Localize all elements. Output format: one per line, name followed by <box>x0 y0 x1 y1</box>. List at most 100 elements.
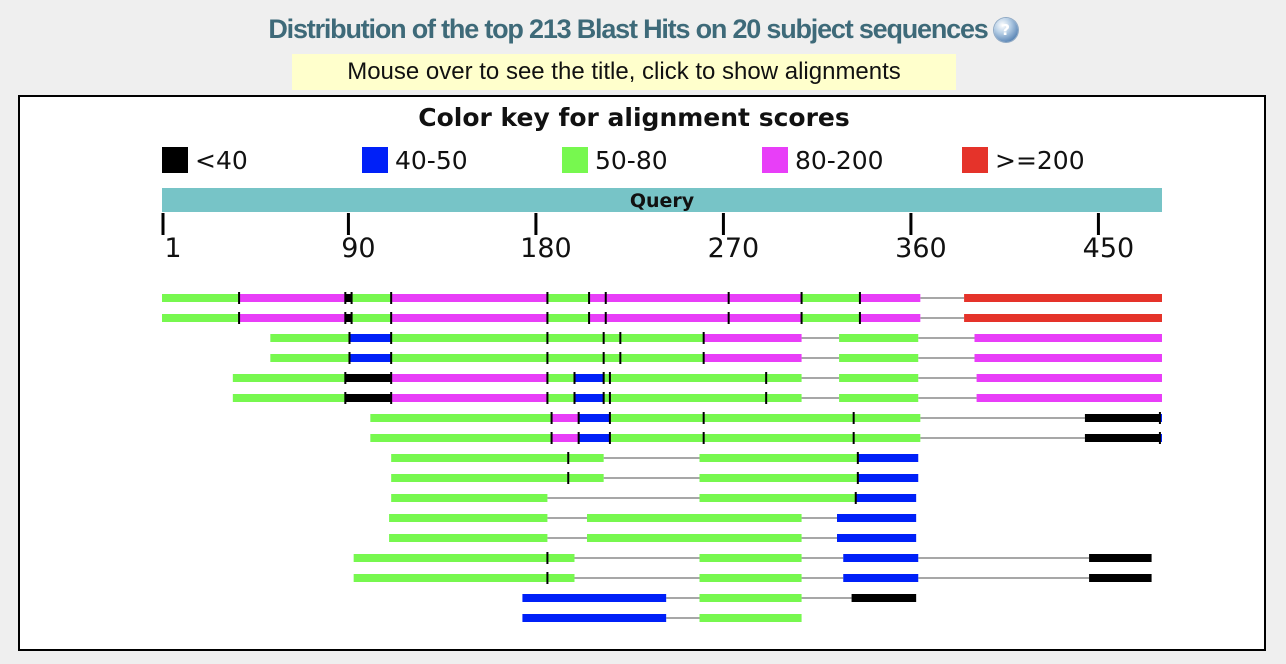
hit-segment[interactable] <box>391 394 548 402</box>
hit-segment[interactable] <box>568 454 604 462</box>
hit-segment[interactable] <box>568 474 604 482</box>
hit-segment[interactable] <box>609 414 704 422</box>
hit-segment[interactable] <box>964 294 1162 302</box>
hit-segment[interactable] <box>843 574 919 582</box>
hit-segment[interactable] <box>703 354 802 362</box>
hit-segment[interactable] <box>1159 414 1162 422</box>
hit-segment[interactable] <box>1089 554 1152 562</box>
hit-segment[interactable] <box>345 374 392 382</box>
hit-segment[interactable] <box>370 434 552 442</box>
hit-segment[interactable] <box>801 294 860 302</box>
hit-segment[interactable] <box>547 314 590 322</box>
hit-segment[interactable] <box>391 354 548 362</box>
hit-segment[interactable] <box>851 594 917 602</box>
hit-segment[interactable] <box>699 574 802 582</box>
hit-segment[interactable] <box>391 314 548 322</box>
hit-segment[interactable] <box>353 554 548 562</box>
hit-segment[interactable] <box>1084 414 1160 422</box>
hit-segment[interactable] <box>766 394 802 402</box>
hit-segment[interactable] <box>699 614 802 622</box>
hit-segment[interactable] <box>699 594 802 602</box>
hit-segment[interactable] <box>1084 434 1160 442</box>
hit-segment[interactable] <box>345 394 392 402</box>
hit-segment[interactable] <box>391 454 569 462</box>
hit-segment[interactable] <box>574 394 604 402</box>
hit-segment[interactable] <box>703 334 802 342</box>
hit-segment[interactable] <box>162 314 240 322</box>
hit-segment[interactable] <box>349 354 392 362</box>
hit-segment[interactable] <box>976 394 1162 402</box>
hit-segment[interactable] <box>547 574 575 582</box>
hit-segment[interactable] <box>839 354 919 362</box>
hit-segment[interactable] <box>837 514 917 522</box>
hit-segment[interactable] <box>389 514 548 522</box>
hit-segment[interactable] <box>391 474 569 482</box>
hit-segment[interactable] <box>587 534 802 542</box>
hit-segment[interactable] <box>578 414 610 422</box>
hit-segment[interactable] <box>547 394 575 402</box>
hit-segment[interactable] <box>620 354 704 362</box>
hit-segment[interactable] <box>605 314 729 322</box>
hit-segment[interactable] <box>351 314 392 322</box>
hit-segment[interactable] <box>853 434 921 442</box>
hit-segment[interactable] <box>391 494 548 502</box>
hit-segment[interactable] <box>391 374 548 382</box>
hit-segment[interactable] <box>370 414 552 422</box>
hit-segment[interactable] <box>839 374 919 382</box>
hit-segment[interactable] <box>551 414 579 422</box>
hit-segment[interactable] <box>603 394 610 402</box>
hit-segment[interactable] <box>974 334 1163 342</box>
hit-segment[interactable] <box>547 554 575 562</box>
hit-segment[interactable] <box>853 414 921 422</box>
hit-segment[interactable] <box>605 294 729 302</box>
hit-segment[interactable] <box>547 334 604 342</box>
hit-segment[interactable] <box>976 374 1162 382</box>
hit-segment[interactable] <box>699 494 856 502</box>
help-icon[interactable]: ? <box>993 17 1018 42</box>
hit-segment[interactable] <box>699 474 858 482</box>
hit-segment[interactable] <box>766 374 802 382</box>
hit-segment[interactable] <box>609 394 767 402</box>
hit-segment[interactable] <box>603 374 610 382</box>
hit-segment[interactable] <box>609 374 767 382</box>
hit-segment[interactable] <box>699 454 858 462</box>
hit-segment[interactable] <box>703 414 854 422</box>
hit-segment[interactable] <box>351 294 392 302</box>
hit-segment[interactable] <box>964 314 1162 322</box>
hit-segment[interactable] <box>703 434 854 442</box>
hit-segment[interactable] <box>603 334 621 342</box>
hit-segment[interactable] <box>239 314 346 322</box>
hit-segment[interactable] <box>728 314 802 322</box>
hit-segment[interactable] <box>839 394 919 402</box>
hit-segment[interactable] <box>859 294 921 302</box>
hit-segment[interactable] <box>162 294 240 302</box>
hit-segment[interactable] <box>1159 434 1162 442</box>
hit-segment[interactable] <box>589 314 606 322</box>
hit-segment[interactable] <box>859 314 921 322</box>
hit-segment[interactable] <box>839 334 919 342</box>
hit-segment[interactable] <box>345 314 352 322</box>
hit-segment[interactable] <box>239 294 346 302</box>
hit-segment[interactable] <box>578 434 610 442</box>
hit-segment[interactable] <box>857 474 919 482</box>
hit-segment[interactable] <box>547 354 604 362</box>
hit-segment[interactable] <box>728 294 802 302</box>
hit-segment[interactable] <box>391 294 548 302</box>
hit-segment[interactable] <box>837 534 917 542</box>
hit-segment[interactable] <box>843 554 919 562</box>
hit-segment[interactable] <box>522 614 667 622</box>
hit-segment[interactable] <box>603 354 621 362</box>
hit-segment[interactable] <box>353 574 548 582</box>
hit-segment[interactable] <box>620 334 704 342</box>
hit-segment[interactable] <box>547 294 590 302</box>
hit-segment[interactable] <box>857 454 919 462</box>
hit-segment[interactable] <box>391 334 548 342</box>
hit-segment[interactable] <box>587 514 802 522</box>
hit-segment[interactable] <box>389 534 548 542</box>
hit-segment[interactable] <box>547 374 575 382</box>
hit-segment[interactable] <box>609 434 704 442</box>
hit-segment[interactable] <box>801 314 860 322</box>
hit-segment[interactable] <box>855 494 917 502</box>
hit-segment[interactable] <box>699 554 802 562</box>
hit-segment[interactable] <box>232 374 346 382</box>
